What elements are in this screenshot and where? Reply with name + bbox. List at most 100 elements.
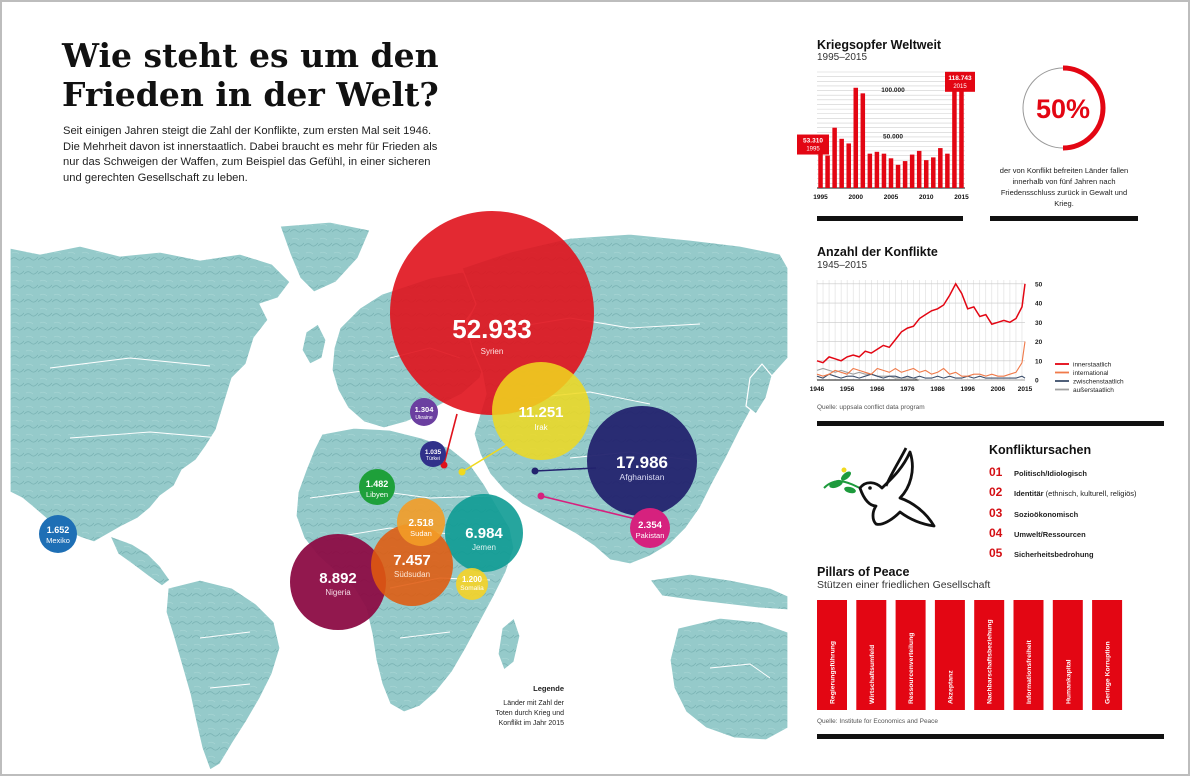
bar-xlabel: 2000 <box>849 194 864 201</box>
conflicts-subtitle: 1945–2015 <box>817 260 868 271</box>
pillar-label: Geringe Korruption <box>1105 641 1112 704</box>
bubble-suedsudan: 7.457 Südsudan <box>371 524 453 606</box>
conflicts-source: Quelle: uppsala conflict data program <box>817 404 925 411</box>
bar-2004 <box>881 153 887 188</box>
line-ytick: 0 <box>1035 378 1039 385</box>
pillars-title: Pillars of Peace <box>817 565 910 579</box>
bubble-tuerkei: 1.035 Türkei <box>420 441 446 467</box>
line-xtick: 1986 <box>930 386 945 393</box>
line-ytick: 20 <box>1035 339 1043 346</box>
bar-2000 <box>853 87 859 188</box>
line-ytick: 30 <box>1035 320 1043 327</box>
pillars-rule <box>817 734 1164 739</box>
pillar <box>817 600 847 710</box>
cause-number: 04 <box>989 525 1003 540</box>
pillar-label: Wirtschaftsumfeld <box>869 645 876 704</box>
bubble-jemen-value: 6.984 <box>465 525 503 542</box>
dot-afghanistan <box>531 467 539 475</box>
bar-2015 <box>959 77 964 188</box>
bar-xlabel: 2015 <box>954 194 969 201</box>
bubble-suedsudan-label: Südsudan <box>394 570 430 579</box>
bubble-ukraine-value: 1.304 <box>415 405 435 414</box>
cause-label: Politisch/Idiologisch <box>1014 469 1087 478</box>
page-title-line-1: Wie steht es um den <box>62 36 439 75</box>
line-xtick: 1946 <box>810 386 825 393</box>
bubble-sudan: 2.518 Sudan <box>397 498 445 546</box>
uk-shape <box>301 323 327 365</box>
conflicts-rule <box>817 421 1164 426</box>
japan-shape <box>745 363 773 415</box>
pillar <box>1013 600 1044 710</box>
line-xtick: 2015 <box>1018 386 1033 393</box>
legend-title: Legende <box>533 684 564 693</box>
bubble-syrien-label: Syrien <box>481 347 504 356</box>
pillar-label: Humankapital <box>1065 659 1072 704</box>
line-legend-label: international <box>1073 370 1109 377</box>
casualties-subtitle: 1995–2015 <box>817 52 868 63</box>
bubble-libyen: 1.482 Libyen <box>359 469 395 505</box>
cause-label: Sozioökonomisch <box>1014 509 1079 519</box>
cause-item: 01 Politisch/Idiologisch <box>989 465 1188 485</box>
pillar-label: Nachbarschaftsbeziehung <box>987 619 994 704</box>
bubble-jemen-label: Jemen <box>472 543 496 552</box>
north-america-shape <box>10 245 291 543</box>
cause-label: Identitär (ethnisch, kulturell, religiös… <box>1014 489 1137 499</box>
pillar <box>895 600 926 710</box>
bar-2010 <box>923 160 929 188</box>
bubble-nigeria: 8.892 Nigeria <box>290 534 386 630</box>
bubble-ukraine: 1.304 Ukraine <box>410 398 438 426</box>
bar-callout-end-year: 2015 <box>953 84 967 90</box>
pillar <box>1092 600 1123 710</box>
bar-callout-end <box>945 71 975 92</box>
bubble-irak-label: Irak <box>534 423 548 432</box>
page-title: Wie steht es um den Frieden in der Welt? <box>62 36 482 114</box>
bubble-somalia: 1.200 Somalia <box>456 568 488 600</box>
bar-gridlabel-100k: 100.000 <box>881 87 905 94</box>
cause-item: 02 Identitär (ethnisch, kulturell, relig… <box>989 485 1188 505</box>
bar-callout-start-year: 1995 <box>806 147 820 153</box>
bubble-tuerkei-value: 1.035 <box>425 449 442 456</box>
pillars-subtitle: Stützen einer friedlichen Gesellschaft <box>817 579 991 591</box>
central-america-shape <box>109 535 171 587</box>
peace-rate-gauge: 50% <box>1022 65 1106 151</box>
bar-2002 <box>867 153 873 188</box>
bar-xlabel: 1995 <box>813 194 828 201</box>
bubble-sudan-value: 2.518 <box>408 518 433 529</box>
indonesia-shape <box>649 573 788 611</box>
connector-pakistan <box>540 495 641 521</box>
cause-item: 05 Sicherheitsbedrohung <box>989 546 1188 566</box>
line-series-2 <box>816 373 1026 379</box>
bar-1999 <box>846 143 851 188</box>
bubble-afghanistan: 17.986 Afghanistan <box>587 406 697 516</box>
bar-2012 <box>938 148 943 188</box>
bubble-pakistan: 2.354 Pakistan <box>630 508 670 548</box>
greenland-shape <box>279 221 371 293</box>
casualties-bar-chart: 100.000 50.000 53.310 1995 118.743 2015 1995 20… <box>797 71 975 201</box>
pillar-label: Ressourcenverteilung <box>908 633 915 704</box>
line-ytick: 50 <box>1035 281 1043 288</box>
bar-2014 <box>952 72 957 188</box>
bar-2011 <box>931 157 936 188</box>
line-series-1 <box>816 341 1026 377</box>
bubble-nigeria-value: 8.892 <box>319 570 357 587</box>
bar-2007 <box>902 161 908 188</box>
cause-number: 05 <box>989 546 1003 561</box>
bar-gridlabel-50k: 50.000 <box>883 134 903 141</box>
bubble-sudan-label: Sudan <box>410 529 432 538</box>
line-legend-label: außerstaatlich <box>1073 387 1114 394</box>
causes-list: 01 Politisch/Idiologisch 02 Identitär (e… <box>989 465 1188 566</box>
line-legend-label: innerstaatlich <box>1073 362 1112 369</box>
bubble-suedsudan-value: 7.457 <box>393 552 431 569</box>
connector-syrien <box>443 413 458 465</box>
bubble-pakistan-value: 2.354 <box>638 520 662 531</box>
conflicts-line-chart: 0 10 20 30 40 50 1946 1956 1966 1976 1986 1996 2006 2… <box>810 280 1124 394</box>
bubble-mexiko: 1.652 Mexiko <box>39 515 77 553</box>
line-series-0 <box>816 282 1026 364</box>
cause-number: 03 <box>989 505 1003 520</box>
page-title-line-2: Frieden in der Welt? <box>62 75 439 114</box>
casualties-title: Kriegsopfer Weltweit <box>817 38 942 52</box>
cause-number: 01 <box>989 465 1003 479</box>
bar-2001 <box>860 93 866 188</box>
dot-irak <box>458 468 466 476</box>
bar-2008 <box>909 154 915 188</box>
